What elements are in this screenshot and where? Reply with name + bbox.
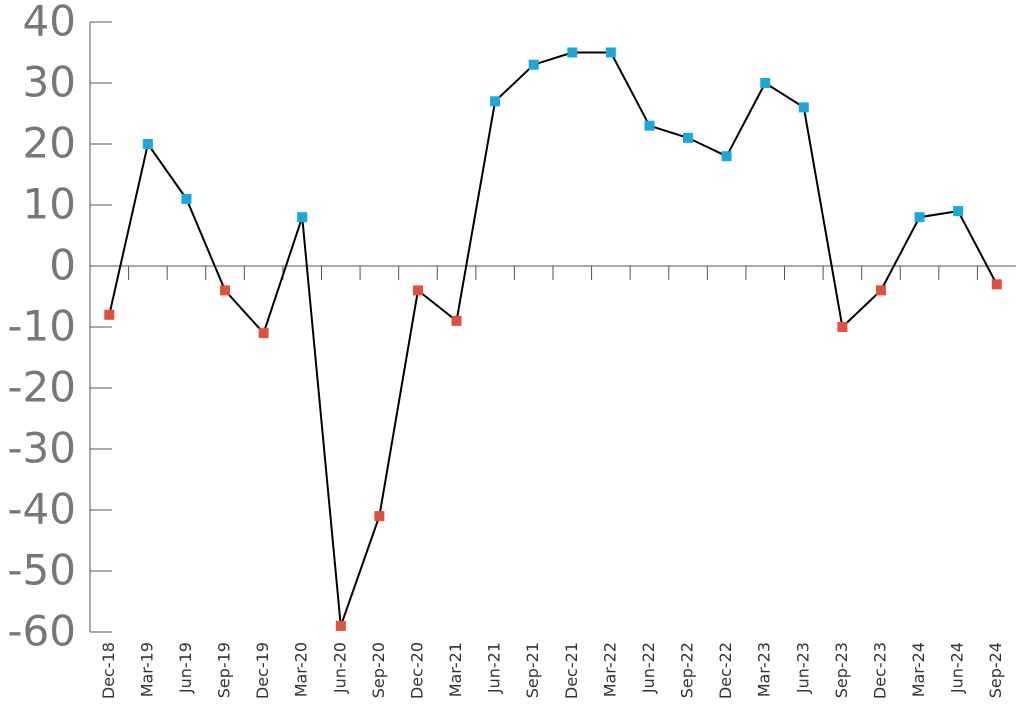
x-tick-label: Jun-19: [176, 642, 195, 694]
data-point: [721, 151, 732, 162]
y-tick-label: 20: [23, 119, 76, 168]
x-tick-label: Sep-21: [523, 642, 542, 698]
data-point: [683, 132, 694, 143]
data-point: [991, 279, 1002, 290]
x-tick-label: Dec-23: [870, 642, 889, 699]
series-line: [108, 51, 998, 627]
x-tick-label: Mar-23: [755, 642, 774, 697]
data-point: [798, 102, 809, 113]
data-point: [412, 285, 423, 296]
data-point: [451, 315, 462, 326]
data-point: [875, 285, 886, 296]
data-point: [760, 78, 771, 88]
x-tick-label: Mar-21: [446, 642, 465, 697]
data-point: [914, 212, 925, 223]
data-point: [528, 59, 539, 70]
y-tick-label: 10: [23, 180, 76, 229]
data-point: [142, 139, 153, 149]
y-tick-label: 40: [23, 0, 76, 46]
data-point: [490, 96, 501, 107]
data-point: [953, 206, 964, 217]
y-tick-label: 0: [49, 241, 76, 290]
x-tick-label: Sep-19: [215, 642, 234, 698]
x-tick-label: Jun-23: [793, 642, 812, 694]
x-tick-label: Mar-19: [137, 642, 156, 697]
data-point: [605, 47, 616, 58]
x-tick-label: Jun-24: [948, 642, 967, 694]
x-tick-label: Dec-18: [99, 642, 118, 699]
x-tick-label: Sep-23: [832, 642, 851, 698]
y-tick-label: -40: [7, 485, 76, 534]
x-tick-label: Sep-22: [678, 642, 697, 698]
x-tick-label: Dec-20: [407, 642, 426, 699]
data-point: [220, 285, 231, 296]
x-tick-label: Dec-21: [562, 642, 581, 699]
data-point: [567, 47, 578, 58]
data-point: [297, 212, 308, 223]
x-tick-label: Sep-24: [986, 642, 1005, 698]
data-point: [258, 328, 269, 339]
x-tick-label: Dec-22: [716, 642, 735, 699]
x-tick-label: Mar-22: [600, 642, 619, 697]
x-tick-label: Jun-21: [485, 642, 504, 694]
x-tick-label: Mar-24: [909, 642, 928, 697]
x-tick-label: Sep-20: [369, 642, 388, 698]
x-tick-label: Jun-22: [639, 642, 658, 694]
data-point: [335, 620, 346, 631]
y-tick-label: -50: [7, 546, 76, 595]
y-tick-label: -20: [7, 363, 76, 412]
data-point: [181, 193, 192, 204]
data-point: [644, 120, 655, 131]
y-tick-label: -60: [7, 607, 76, 656]
data-point: [837, 322, 848, 332]
x-tick-label: Jun-20: [330, 642, 349, 694]
x-tick-label: Mar-20: [292, 642, 311, 697]
y-tick-label: -30: [7, 424, 76, 473]
data-point: [374, 511, 385, 522]
y-tick-label: 30: [23, 58, 76, 107]
x-tick-label: Dec-19: [253, 642, 272, 699]
data-point: [104, 309, 115, 320]
y-tick-label: -10: [7, 302, 76, 351]
